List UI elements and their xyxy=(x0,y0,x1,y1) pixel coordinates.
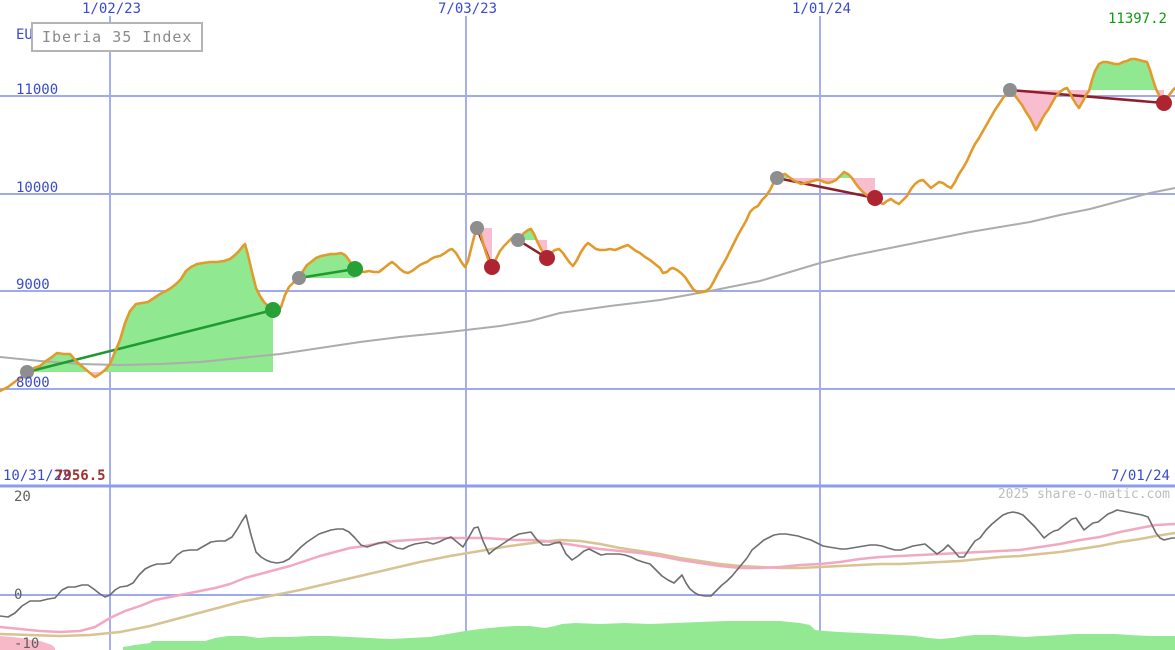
end-date-label: 7/01/24 xyxy=(1110,468,1170,484)
x-axis-date-label: 7/03/23 xyxy=(438,1,498,17)
moving-average-line xyxy=(0,187,1175,366)
oscillator-green-area xyxy=(123,621,1175,650)
trade-entry-dot xyxy=(511,233,525,247)
x-axis-date-label: 1/02/23 xyxy=(82,1,142,17)
oscillator-axis-label: 20 xyxy=(14,489,31,505)
y-axis-price-label: 8000 xyxy=(16,375,50,391)
trade-exit-loss-dot xyxy=(539,250,555,266)
winning-trade-line xyxy=(298,267,356,280)
trade-profit-fill xyxy=(27,244,273,372)
oscillator-slow-signal-line xyxy=(0,531,1175,638)
instrument-title-box: Iberia 35 Index xyxy=(31,22,204,52)
trade-exit-loss-dot xyxy=(867,190,883,206)
trade-profit-fill xyxy=(1010,59,1164,90)
oscillator-axis-label: -10 xyxy=(14,636,40,650)
oscillator-pink-area xyxy=(0,636,55,650)
trade-entry-dot xyxy=(292,271,306,285)
trade-exit-loss-dot xyxy=(1156,95,1172,111)
last-price-label: 11397.2 xyxy=(1107,11,1167,27)
watermark: 2025 share-o-matic.com xyxy=(997,487,1170,502)
trade-exit-win-dot xyxy=(265,302,281,318)
y-axis-price-label: 11000 xyxy=(16,82,59,98)
trade-profit-fill xyxy=(518,229,547,240)
start-date-label: 10/31/22 xyxy=(3,468,71,484)
start-price-label: 7956.5 xyxy=(55,468,106,484)
trade-entry-dot xyxy=(1003,83,1017,97)
oscillator-line xyxy=(0,509,1175,618)
losing-trade-line xyxy=(1009,88,1165,105)
x-axis-date-label: 1/01/24 xyxy=(792,1,852,17)
trade-exit-loss-dot xyxy=(484,259,500,275)
trade-entry-dot xyxy=(770,171,784,185)
y-axis-price-label: 9000 xyxy=(16,277,50,293)
trade-loss-fill xyxy=(1010,90,1164,130)
trade-entry-dot xyxy=(470,221,484,235)
winning-trade-line xyxy=(26,308,274,374)
trade-entry-dot xyxy=(20,365,34,379)
instrument-title: Iberia 35 Index xyxy=(42,28,193,46)
oscillator-axis-label: 0 xyxy=(14,587,23,603)
trade-exit-win-dot xyxy=(347,261,363,277)
y-axis-price-label: 10000 xyxy=(16,180,59,196)
oscillator-fast-signal-line xyxy=(0,522,1175,634)
